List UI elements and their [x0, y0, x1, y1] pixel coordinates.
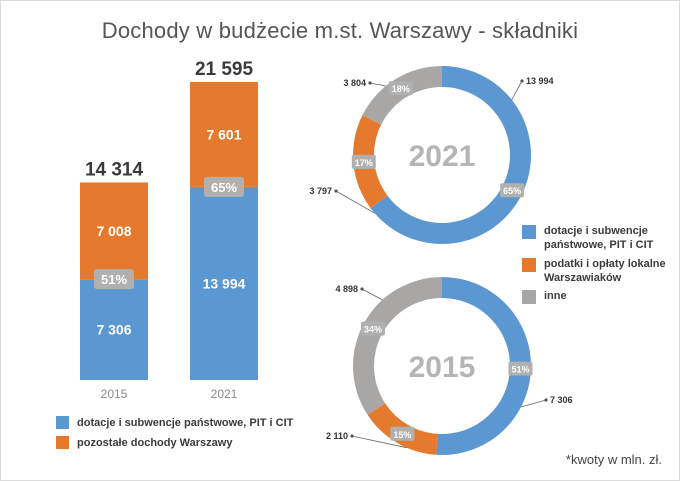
footnote: *kwoty w mln. zł. — [565, 452, 662, 467]
callout-line — [351, 435, 407, 449]
bar-value-label: 13 994 — [203, 275, 246, 291]
legend-swatch-orange — [56, 436, 69, 449]
donut-legend-item-local: podatki i opłaty lokalne Warszawiaków — [522, 257, 680, 287]
bar-value-label: 7 008 — [96, 223, 131, 239]
legend-swatch-orange — [522, 258, 536, 272]
bar-legend-label: pozostałe dochody Warszawy — [77, 436, 233, 449]
donut-pct-label: 34% — [364, 325, 382, 335]
callout-dot — [368, 81, 372, 85]
share-badge — [94, 269, 134, 290]
bar-segment-other-2021 — [190, 82, 258, 187]
donut-pct-label: 15% — [393, 430, 411, 440]
bar-segment-state-2021 — [190, 186, 258, 380]
donut-pct-badge — [508, 361, 533, 376]
donut-pct-label: 51% — [511, 365, 529, 375]
callout-dot — [520, 79, 524, 83]
donut-pct-label: 17% — [355, 158, 373, 168]
bar-category-label: 2015 — [101, 387, 128, 401]
donut-legend-label: dotacje i subwencje państwowe, PIT i CIT — [544, 225, 654, 251]
bar-category-label: 2021 — [211, 387, 238, 401]
donut-legend-item-other: inne — [522, 289, 680, 305]
legend-swatch-gray — [522, 290, 536, 304]
bar-legend-label: dotacje i subwencje państwowe, PIT i CIT — [77, 416, 294, 429]
donut-pct-badge — [390, 426, 415, 441]
bar-total-label: 21 595 — [195, 59, 254, 80]
donut-slice-2015-0 — [436, 277, 531, 455]
legend-swatch-blue — [522, 225, 536, 239]
callout-dot — [544, 398, 548, 402]
donut-legend-item-state: dotacje i subwencje państwowe, PIT i CIT — [522, 224, 680, 254]
callout-line — [369, 82, 386, 87]
share-badge-label: 65% — [211, 180, 237, 195]
donut-value-label: 7 306 — [550, 395, 573, 405]
share-badge — [204, 176, 244, 197]
share-badge-label: 51% — [101, 272, 127, 287]
bar-value-label: 7 601 — [206, 126, 241, 142]
bar-value-label: 7 306 — [96, 322, 131, 338]
donut-pct-badge — [388, 81, 413, 96]
donut-value-label: 3 797 — [309, 186, 332, 196]
bar-legend-item-other: pozostałe dochody Warszawy — [56, 436, 232, 449]
donut-pct-badge — [360, 321, 385, 336]
donut-value-label: 4 898 — [335, 284, 358, 294]
donut-legend-label: inne — [544, 290, 567, 302]
donut-pct-label: 65% — [503, 186, 521, 196]
donut-value-label: 13 994 — [526, 76, 554, 86]
callout-dot — [350, 434, 354, 438]
callout-line — [520, 399, 547, 408]
donut-legend-label: podatki i opłaty lokalne Warszawiaków — [544, 258, 666, 284]
donut-pct-badge — [500, 183, 525, 198]
donut-slice-2021-2 — [362, 66, 442, 125]
donut-value-label: 2 110 — [326, 431, 348, 441]
bar-total-label: 14 314 — [85, 159, 144, 180]
page-title: Dochody w budżecie m.st. Warszawy - skła… — [101, 18, 579, 43]
bar-legend-item-state: dotacje i subwencje państwowe, PIT i CIT — [56, 416, 293, 429]
bar-segment-state-2015 — [80, 279, 148, 380]
donut-pct-label: 18% — [392, 84, 410, 94]
donut-pct-badge — [351, 154, 376, 169]
callout-dot — [360, 287, 364, 291]
donut-slice-2015-2 — [353, 277, 442, 415]
callout-dot — [334, 189, 338, 193]
callout-line — [335, 190, 375, 214]
donut-center-year: 2015 — [409, 351, 476, 384]
donut-value-label: 3 804 — [343, 78, 366, 88]
callout-line — [361, 288, 383, 301]
legend-swatch-blue — [56, 416, 69, 429]
donut-center-year: 2021 — [409, 140, 476, 173]
callout-line — [511, 80, 523, 100]
bar-segment-other-2015 — [80, 182, 148, 280]
